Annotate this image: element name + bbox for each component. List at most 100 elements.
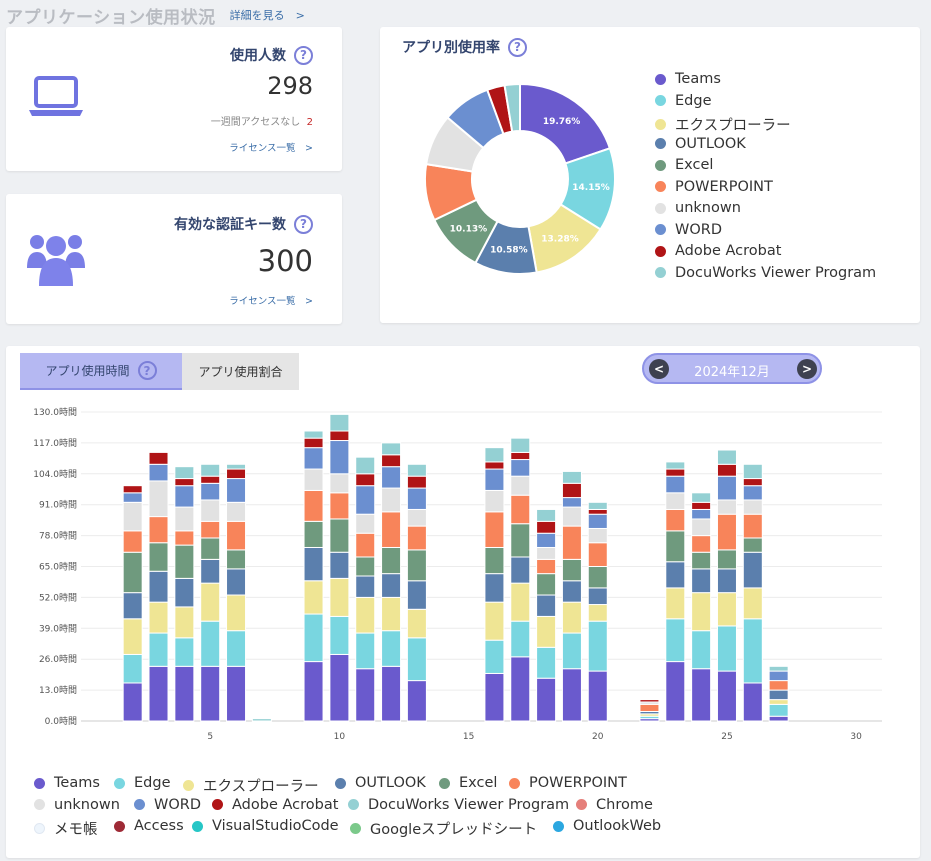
- bar-segment[interactable]: [355, 473, 376, 487]
- bar-segment[interactable]: [303, 520, 324, 548]
- bar-segment[interactable]: [381, 546, 402, 575]
- tab-usage-time[interactable]: アプリ使用時間 ?: [20, 353, 182, 390]
- bar-segment[interactable]: [716, 568, 737, 594]
- bar-segment[interactable]: [510, 451, 531, 461]
- bar-segment[interactable]: [355, 485, 376, 515]
- legend-item[interactable]: WORD: [134, 797, 201, 813]
- bar-segment[interactable]: [329, 577, 350, 617]
- bar-segment[interactable]: [406, 508, 427, 527]
- legend-item[interactable]: エクスプローラー: [655, 114, 791, 135]
- bar-segment[interactable]: [122, 653, 143, 684]
- bar-segment[interactable]: [303, 546, 324, 582]
- bar-segment[interactable]: [510, 620, 531, 658]
- bar-segment[interactable]: [226, 501, 247, 522]
- bar-segment[interactable]: [742, 485, 763, 501]
- bar-segment[interactable]: [122, 501, 143, 532]
- bar-segment[interactable]: [484, 639, 505, 674]
- bar-segment[interactable]: [200, 558, 221, 584]
- bar-segment[interactable]: [665, 618, 686, 663]
- bar-segment[interactable]: [355, 513, 376, 534]
- bar-segment[interactable]: [587, 670, 608, 722]
- bar-segment[interactable]: [122, 618, 143, 655]
- legend-item[interactable]: POWERPOINT: [509, 775, 627, 791]
- bar-segment[interactable]: [381, 511, 402, 548]
- bar-segment[interactable]: [716, 463, 737, 477]
- bar-segment[interactable]: [148, 516, 169, 544]
- bar-segment[interactable]: [148, 632, 169, 667]
- bar-segment[interactable]: [355, 575, 376, 598]
- bar-segment[interactable]: [561, 632, 582, 670]
- bar-segment[interactable]: [406, 580, 427, 610]
- bar-segment[interactable]: [768, 680, 789, 691]
- legend-item[interactable]: DocuWorks Viewer Program: [655, 265, 876, 281]
- bar-segment[interactable]: [381, 442, 402, 456]
- bar-segment[interactable]: [587, 620, 608, 672]
- bar-segment[interactable]: [381, 630, 402, 667]
- legend-item[interactable]: Adobe Acrobat: [212, 797, 338, 813]
- bar-segment[interactable]: [716, 625, 737, 672]
- bar-segment[interactable]: [303, 468, 324, 491]
- bar-segment[interactable]: [303, 447, 324, 470]
- bar-segment[interactable]: [639, 703, 660, 712]
- bar-segment[interactable]: [768, 715, 789, 722]
- bar-segment[interactable]: [665, 530, 686, 563]
- bar-segment[interactable]: [510, 459, 531, 477]
- bar-segment[interactable]: [122, 592, 143, 620]
- prev-month-button[interactable]: <: [649, 359, 669, 379]
- legend-item[interactable]: Excel: [439, 775, 497, 791]
- details-link[interactable]: 詳細を見る >: [229, 9, 305, 22]
- bar-segment[interactable]: [406, 608, 427, 639]
- bar-segment[interactable]: [510, 494, 531, 525]
- license-list-link[interactable]: ライセンス一覧 >: [229, 143, 313, 154]
- bar-segment[interactable]: [251, 718, 272, 722]
- legend-item[interactable]: Edge: [114, 775, 171, 791]
- bar-segment[interactable]: [716, 549, 737, 570]
- bar-segment[interactable]: [561, 482, 582, 499]
- legend-item[interactable]: Adobe Acrobat: [655, 243, 781, 259]
- bar-segment[interactable]: [510, 656, 531, 722]
- bar-segment[interactable]: [200, 620, 221, 667]
- bar-segment[interactable]: [716, 670, 737, 722]
- bar-segment[interactable]: [406, 463, 427, 477]
- bar-segment[interactable]: [484, 461, 505, 470]
- bar-segment[interactable]: [148, 463, 169, 482]
- legend-item[interactable]: Teams: [34, 775, 100, 791]
- bar-segment[interactable]: [148, 665, 169, 722]
- legend-item[interactable]: OutlookWeb: [553, 818, 661, 834]
- license-list-link[interactable]: ライセンス一覧 >: [229, 296, 313, 307]
- bar-segment[interactable]: [226, 463, 247, 470]
- bar-segment[interactable]: [200, 475, 221, 484]
- bar-segment[interactable]: [200, 520, 221, 539]
- bar-segment[interactable]: [148, 451, 169, 465]
- bar-segment[interactable]: [536, 573, 557, 596]
- bar-segment[interactable]: [484, 489, 505, 513]
- bar-segment[interactable]: [742, 463, 763, 480]
- bar-segment[interactable]: [768, 703, 789, 717]
- bar-segment[interactable]: [122, 682, 143, 722]
- bar-segment[interactable]: [484, 511, 505, 548]
- bar-segment[interactable]: [561, 497, 582, 508]
- bar-segment[interactable]: [303, 613, 324, 663]
- legend-item[interactable]: Access: [114, 818, 184, 834]
- bar-segment[interactable]: [484, 573, 505, 603]
- bar-segment[interactable]: [226, 520, 247, 551]
- bar-segment[interactable]: [484, 672, 505, 722]
- bar-segment[interactable]: [484, 546, 505, 575]
- help-icon[interactable]: ?: [294, 214, 313, 234]
- bar-segment[interactable]: [329, 551, 350, 579]
- bar-segment[interactable]: [665, 468, 686, 477]
- bar-segment[interactable]: [742, 513, 763, 539]
- bar-segment[interactable]: [510, 523, 531, 558]
- bar-segment[interactable]: [381, 596, 402, 632]
- bar-segment[interactable]: [174, 506, 195, 532]
- bar-segment[interactable]: [174, 606, 195, 639]
- legend-item[interactable]: VisualStudioCode: [192, 818, 339, 834]
- bar-segment[interactable]: [561, 668, 582, 722]
- bar-segment[interactable]: [536, 558, 557, 575]
- legend-item[interactable]: unknown: [34, 797, 120, 813]
- bar-segment[interactable]: [303, 580, 324, 615]
- bar-segment[interactable]: [587, 527, 608, 544]
- bar-segment[interactable]: [329, 430, 350, 442]
- bar-segment[interactable]: [691, 630, 712, 670]
- bar-segment[interactable]: [329, 413, 350, 432]
